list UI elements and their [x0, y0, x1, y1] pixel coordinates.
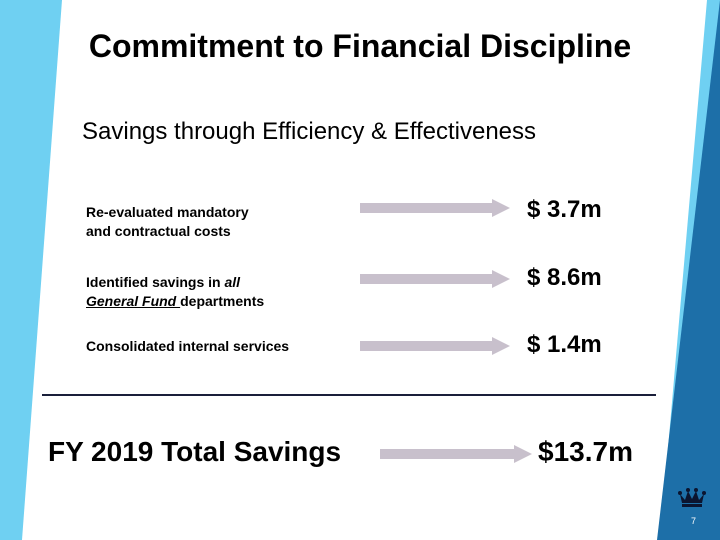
total-savings-label: FY 2019 Total Savings	[48, 436, 342, 467]
savings-row-2-amount: $ 8.6m	[527, 264, 602, 291]
total-arrow-icon	[380, 445, 532, 463]
slide-subtitle: Savings through Efficiency & Effectivene…	[82, 118, 537, 145]
left-band	[0, 0, 62, 540]
row-2-italic: all	[224, 274, 241, 290]
slide-title: Commitment to Financial Discipline	[88, 28, 632, 64]
row-2-suffix: departments	[180, 293, 265, 309]
savings-row-1-label: Re-evaluated mandatory and contractual c…	[86, 203, 249, 241]
row-1-arrow-icon	[360, 199, 510, 217]
savings-row-2-label: Identified savings in all General Fund d…	[86, 273, 264, 311]
right-band-dark	[657, 0, 720, 540]
row-2-line-2: General Fund departments	[86, 292, 264, 311]
row-2-underlined: General Fund	[86, 293, 181, 309]
page-number: 7	[691, 516, 697, 526]
row-1-line-1: Re-evaluated mandatory	[86, 204, 249, 220]
savings-row-3-amount: $ 1.4m	[527, 331, 602, 358]
total-savings-value: $13.7m	[538, 436, 633, 467]
divider-line	[42, 394, 656, 396]
row-2-arrow-icon	[360, 270, 510, 288]
row-2-line-1: Identified savings in all	[86, 273, 264, 292]
row-3-arrow-icon	[360, 337, 510, 355]
savings-row-3-label: Consolidated internal services	[86, 338, 290, 354]
crown-icon	[678, 488, 706, 507]
row-2-prefix: Identified savings in	[86, 274, 225, 290]
savings-row-1-amount: $ 3.7m	[527, 196, 602, 223]
row-1-line-2: and contractual costs	[86, 223, 231, 239]
